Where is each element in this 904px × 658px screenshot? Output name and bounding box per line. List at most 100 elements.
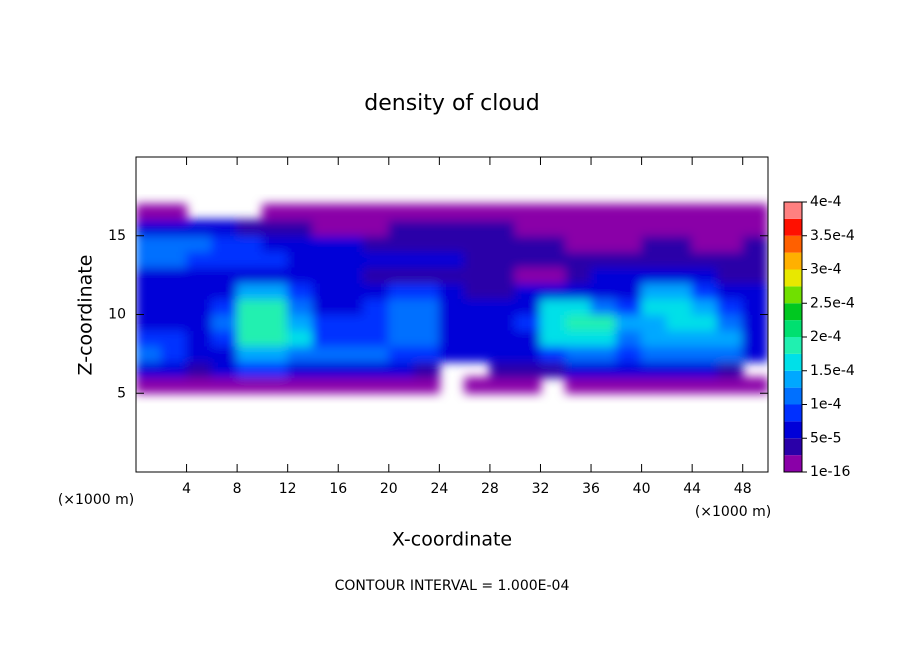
field-cell — [413, 361, 440, 378]
field-cell — [287, 345, 314, 363]
field-cell — [615, 345, 643, 363]
field-cell — [136, 203, 162, 221]
colorbar-band — [784, 353, 802, 371]
field-cell — [413, 219, 440, 237]
field-cell — [160, 282, 188, 300]
field-cell — [539, 251, 567, 268]
field-cell — [716, 314, 744, 331]
field-cell — [590, 266, 617, 284]
field-cell — [464, 235, 491, 252]
field-cell — [716, 282, 744, 300]
field-cell — [261, 314, 289, 331]
field-cell — [261, 235, 289, 252]
field-cell — [691, 314, 718, 331]
field-cell — [489, 235, 516, 252]
colorbar-band — [784, 202, 802, 219]
colorbar-band — [784, 455, 802, 472]
field-cell — [716, 361, 744, 378]
field-cell — [261, 298, 289, 315]
field-cell — [287, 282, 314, 300]
x-tick-label: 32 — [532, 481, 550, 497]
field-cell — [464, 298, 491, 315]
field-cell — [742, 219, 768, 237]
field-cell — [691, 266, 718, 284]
field-cell — [464, 314, 491, 331]
field-cell — [539, 329, 567, 347]
field-cell — [236, 251, 263, 268]
colorbar-band — [784, 421, 802, 439]
field-cell — [716, 203, 744, 221]
field-cell — [716, 298, 744, 315]
field-cell — [287, 329, 314, 347]
x-tick-label: 28 — [481, 481, 499, 497]
x-tick-label: 40 — [633, 481, 651, 497]
field-cell — [438, 329, 466, 347]
field-cell — [691, 345, 718, 363]
field-cell — [565, 266, 592, 284]
field-cell — [211, 361, 238, 378]
field-cell — [337, 298, 365, 315]
field-cell — [287, 251, 314, 268]
field-cell — [160, 377, 188, 394]
field-cell — [514, 282, 541, 300]
field-cell — [565, 282, 592, 300]
colorbar-tick-label: 3e-4 — [810, 262, 842, 278]
field-cell — [363, 377, 390, 394]
field-cell — [363, 298, 390, 315]
field-cell — [590, 361, 617, 378]
field-cell — [641, 235, 668, 252]
field-cell — [565, 314, 592, 331]
field-cell — [312, 361, 339, 378]
field-cell — [641, 298, 668, 315]
field-cell — [136, 282, 162, 300]
field-cell — [136, 314, 162, 331]
x-tick-label: 36 — [582, 481, 600, 497]
field-cell — [236, 314, 263, 331]
y-axis-label: Z-coordinate — [75, 255, 97, 376]
field-cell — [337, 345, 365, 363]
x-tick-label: 44 — [683, 481, 701, 497]
field-cell — [464, 219, 491, 237]
field-cell — [438, 235, 466, 252]
field-cell — [716, 345, 744, 363]
field-cell — [287, 361, 314, 378]
field-cell — [464, 266, 491, 284]
x-axis-label: X-coordinate — [392, 529, 512, 551]
field-cell — [211, 329, 238, 347]
field-cell — [312, 329, 339, 347]
colorbar-band — [784, 320, 802, 337]
field-cell — [514, 361, 541, 378]
field-cell — [438, 203, 466, 221]
field-cell — [388, 298, 415, 315]
colorbar-band — [784, 337, 802, 354]
field-cell — [641, 266, 668, 284]
field-cell — [236, 298, 263, 315]
field-cell — [261, 361, 289, 378]
field-cell — [489, 345, 516, 363]
field-cell — [565, 235, 592, 252]
colorbar-band — [784, 303, 802, 321]
field-cell — [539, 314, 567, 331]
field-cell — [539, 235, 567, 252]
field-cell — [641, 377, 668, 394]
field-cell — [160, 251, 188, 268]
field-cell — [514, 345, 541, 363]
field-cell — [211, 219, 238, 237]
field-cell — [186, 266, 213, 284]
field-cell — [691, 235, 718, 252]
field-cell — [337, 282, 365, 300]
field-cell — [489, 203, 516, 221]
field-cell — [742, 203, 768, 221]
field-cell — [565, 377, 592, 394]
field-cell — [489, 361, 516, 378]
colorbar-band — [784, 438, 802, 456]
x-tick-label: 20 — [380, 481, 398, 497]
field-cell — [641, 251, 668, 268]
field-cell — [615, 235, 643, 252]
field-cell — [388, 203, 415, 221]
field-cell — [136, 219, 162, 237]
field-cell — [186, 329, 213, 347]
field-cell — [641, 361, 668, 378]
colorbar-tick-label: 2.5e-4 — [810, 295, 855, 311]
field-cell — [565, 361, 592, 378]
